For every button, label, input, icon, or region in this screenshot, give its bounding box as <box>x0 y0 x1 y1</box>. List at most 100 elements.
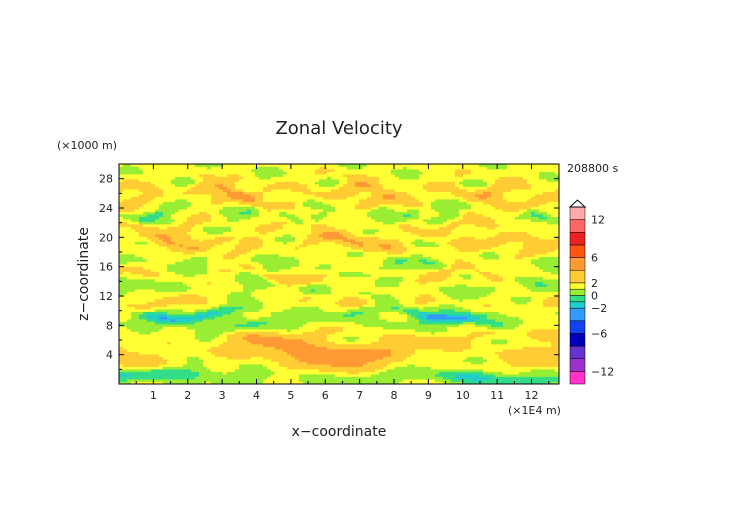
heatmap-cell <box>159 361 164 365</box>
heatmap-cell <box>503 311 508 315</box>
heatmap-cell <box>275 281 280 285</box>
heatmap-cell <box>463 314 468 317</box>
heatmap-cell <box>475 301 480 305</box>
heatmap-cell <box>539 279 544 282</box>
heatmap-cell <box>331 279 336 282</box>
heatmap-cell <box>223 271 228 275</box>
heatmap-cell <box>255 354 260 357</box>
heatmap-cell <box>479 299 484 302</box>
heatmap-cell <box>447 289 452 292</box>
heatmap-cell <box>419 274 424 277</box>
heatmap-cell <box>211 304 216 307</box>
heatmap-cell <box>135 319 140 322</box>
heatmap-cell <box>239 309 244 312</box>
heatmap-cell <box>463 274 468 277</box>
heatmap-cell <box>235 374 240 377</box>
heatmap-cell <box>167 304 172 307</box>
heatmap-cell <box>415 286 420 290</box>
heatmap-cell <box>511 301 516 305</box>
heatmap-cell <box>463 319 468 322</box>
heatmap-cell <box>435 306 440 310</box>
heatmap-cell <box>243 364 248 367</box>
heatmap-cell <box>507 281 512 285</box>
heatmap-cell <box>551 334 556 337</box>
heatmap-cell <box>375 276 380 280</box>
heatmap-cell <box>383 369 388 372</box>
heatmap-cell <box>539 291 544 295</box>
heatmap-cell <box>531 371 536 375</box>
heatmap-cell <box>183 331 188 335</box>
heatmap-cell <box>271 296 276 300</box>
heatmap-cell <box>539 339 544 342</box>
heatmap-cell <box>347 319 352 322</box>
heatmap-cell <box>227 271 232 275</box>
heatmap-cell <box>551 276 556 280</box>
heatmap-cell <box>263 316 268 320</box>
heatmap-cell <box>227 289 232 292</box>
heatmap-cell <box>439 381 444 385</box>
heatmap-cell <box>131 359 136 362</box>
heatmap-cell <box>327 276 332 280</box>
heatmap-cell <box>187 366 192 370</box>
heatmap-cell <box>347 326 352 330</box>
heatmap-cell <box>287 301 292 305</box>
heatmap-cell <box>335 331 340 335</box>
heatmap-cell <box>399 366 404 370</box>
heatmap-cell <box>367 304 372 307</box>
heatmap-cell <box>491 326 496 330</box>
heatmap-cell <box>291 344 296 347</box>
heatmap-cell <box>407 329 412 332</box>
heatmap-cell <box>471 274 476 277</box>
heatmap-cell <box>535 334 540 337</box>
heatmap-cell <box>335 274 340 277</box>
heatmap-cell <box>159 339 164 342</box>
heatmap-cell <box>147 294 152 297</box>
heatmap-cell <box>483 274 488 277</box>
heatmap-cell <box>143 371 148 375</box>
heatmap-cell <box>243 366 248 370</box>
heatmap-cell <box>403 316 408 320</box>
heatmap-cell <box>191 269 196 272</box>
heatmap-cell <box>175 294 180 297</box>
heatmap-cell <box>495 289 500 292</box>
heatmap-cell <box>135 311 140 315</box>
heatmap-cell <box>387 359 392 362</box>
heatmap-cell <box>195 369 200 372</box>
heatmap-cell <box>459 281 464 285</box>
heatmap-cell <box>363 349 368 352</box>
heatmap-cell <box>287 349 292 352</box>
heatmap-cell <box>127 311 132 315</box>
heatmap-cell <box>275 364 280 367</box>
heatmap-cell <box>495 309 500 312</box>
heatmap-cell <box>547 324 552 327</box>
heatmap-cell <box>347 369 352 372</box>
heatmap-cell <box>419 374 424 377</box>
heatmap-cell <box>267 374 272 377</box>
heatmap-cell <box>467 334 472 337</box>
heatmap-cell <box>515 294 520 297</box>
heatmap-cell <box>487 344 492 347</box>
heatmap-cell <box>427 351 432 355</box>
heatmap-cell <box>255 369 260 372</box>
heatmap-cell <box>167 286 172 290</box>
heatmap-cell <box>455 316 460 320</box>
heatmap-cell <box>387 346 392 350</box>
heatmap-cell <box>423 291 428 295</box>
heatmap-cell <box>403 351 408 355</box>
heatmap-cell <box>127 366 132 370</box>
heatmap-cell <box>491 369 496 372</box>
heatmap-cell <box>467 289 472 292</box>
heatmap-cell <box>543 296 548 300</box>
heatmap-cell <box>511 356 516 360</box>
heatmap-cell <box>199 329 204 332</box>
heatmap-cell <box>375 354 380 357</box>
heatmap-cell <box>323 364 328 367</box>
heatmap-cell <box>399 279 404 282</box>
heatmap-cell <box>263 299 268 302</box>
heatmap-cell <box>543 311 548 315</box>
heatmap-cell <box>375 321 380 325</box>
heatmap-cell <box>351 286 356 290</box>
heatmap-cell <box>127 294 132 297</box>
heatmap-cell <box>147 271 152 275</box>
heatmap-cell <box>543 274 548 277</box>
